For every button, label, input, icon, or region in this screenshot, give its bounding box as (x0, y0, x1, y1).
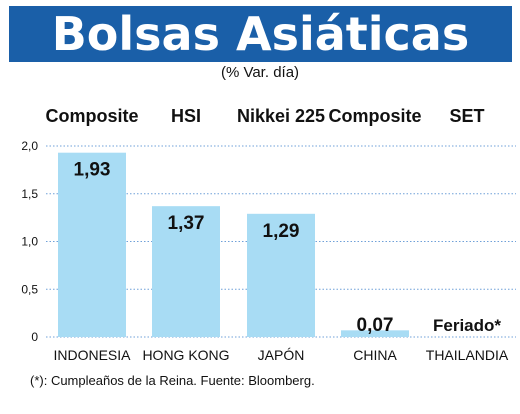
index-name-label: Composite (328, 106, 422, 126)
y-tick-label: 0,5 (21, 282, 38, 296)
category-label: INDONESIA (53, 347, 131, 363)
category-label: CHINA (353, 347, 397, 363)
category-label: THAILANDIA (426, 347, 509, 363)
data-label: 1,93 (74, 160, 111, 181)
index-name-label: HSI (170, 106, 202, 126)
data-label: 0,07 (357, 315, 394, 336)
y-tick-label: 2,0 (21, 139, 38, 153)
bar (247, 213, 315, 337)
category-label: HONG KONG (142, 347, 229, 363)
y-tick-label: 0 (31, 330, 38, 344)
data-label: 1,29 (263, 221, 300, 242)
index-name-label: SET (449, 106, 485, 126)
bar (341, 330, 409, 337)
y-tick-label: 1,5 (21, 187, 38, 201)
chart-subtitle: (% Var. día) (220, 64, 300, 81)
bar (58, 152, 126, 337)
index-name-label: Composite (45, 106, 139, 126)
data-label: 1,37 (168, 213, 205, 234)
category-label: JAPÓN (258, 347, 305, 363)
y-tick-label: 1,0 (21, 235, 38, 249)
footnote: (*): Cumpleaños de la Reina. Fuente: Blo… (30, 373, 315, 388)
chart-title: Bolsas Asiáticas (51, 7, 470, 61)
bar (152, 206, 220, 337)
index-name-label: Nikkei 225 (236, 106, 326, 126)
title-bar: Bolsas Asiáticas (9, 6, 512, 62)
data-label: Feriado* (433, 316, 501, 335)
